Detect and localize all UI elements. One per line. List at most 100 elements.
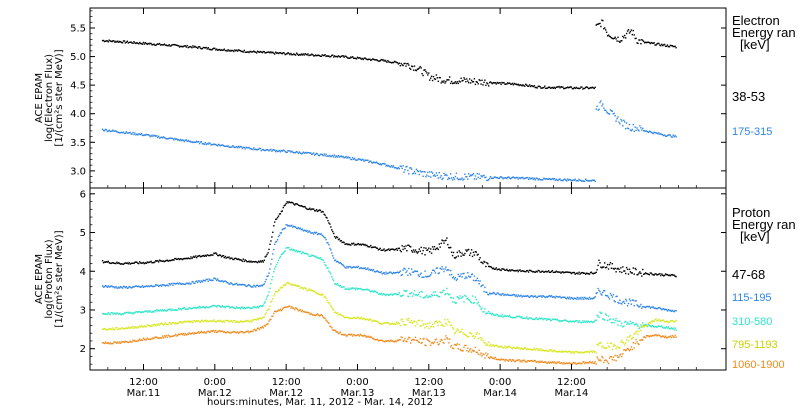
data-point (498, 293, 500, 296)
data-point (245, 319, 247, 322)
data-point (345, 316, 347, 318)
data-point (417, 68, 419, 70)
data-point (369, 58, 371, 60)
data-point (117, 40, 119, 42)
data-point (191, 307, 193, 310)
data-point (671, 45, 673, 47)
data-point (660, 274, 662, 277)
data-point (484, 357, 486, 359)
data-point (656, 326, 658, 328)
data-point (374, 59, 377, 61)
data-point (196, 332, 198, 334)
data-point (481, 355, 483, 357)
data-point (385, 60, 387, 62)
data-point (427, 275, 429, 278)
data-point (648, 42, 651, 44)
data-point (629, 320, 632, 322)
data-point (524, 317, 526, 319)
data-point (330, 156, 332, 158)
data-point (276, 310, 279, 312)
data-point (305, 207, 307, 209)
data-point (218, 48, 221, 51)
data-point (450, 346, 452, 348)
data-point (439, 321, 441, 323)
data-point (487, 353, 489, 355)
y-tick-label: 4.0 (70, 109, 86, 120)
data-point (185, 308, 187, 310)
data-point (388, 61, 390, 63)
data-point (272, 253, 274, 255)
data-point (622, 326, 624, 328)
data-point (451, 254, 454, 257)
data-point (347, 316, 349, 319)
data-point (308, 54, 310, 57)
data-point (123, 341, 126, 344)
data-point (374, 290, 377, 293)
data-point (159, 284, 162, 286)
data-point (198, 142, 201, 145)
data-point (115, 40, 117, 43)
data-point (275, 291, 277, 293)
data-point (502, 347, 504, 349)
data-point (187, 257, 189, 259)
data-point (146, 134, 148, 136)
data-point (580, 321, 582, 324)
data-point (494, 344, 497, 347)
data-point (374, 246, 377, 248)
data-point (220, 144, 223, 146)
data-point (106, 40, 108, 42)
data-point (602, 345, 604, 347)
data-point (307, 231, 309, 233)
data-point (322, 259, 324, 261)
data-point (317, 210, 320, 212)
data-point (203, 320, 205, 322)
data-point (558, 296, 560, 298)
data-point (326, 155, 328, 157)
data-point (161, 323, 164, 325)
data-point (413, 320, 416, 322)
data-point (195, 280, 197, 283)
series-38-53 (101, 19, 677, 90)
data-point (572, 88, 574, 90)
data-point (453, 278, 456, 280)
data-point (654, 307, 656, 309)
data-point (624, 34, 626, 37)
data-point (468, 82, 470, 84)
data-point (117, 287, 119, 289)
data-point (465, 295, 467, 298)
data-point (141, 326, 144, 328)
data-point (613, 300, 615, 302)
data-point (225, 145, 227, 147)
data-point (270, 301, 272, 303)
data-point (253, 284, 255, 287)
data-point (454, 332, 457, 334)
data-point (156, 309, 158, 311)
data-point (354, 335, 357, 337)
data-point (666, 327, 669, 329)
data-point (156, 135, 158, 137)
data-point (293, 152, 295, 154)
data-point (571, 320, 574, 322)
data-point (502, 293, 504, 295)
data-point (223, 145, 225, 147)
data-point (333, 309, 335, 311)
data-point (362, 317, 364, 320)
y-tick-label: 4.5 (70, 81, 86, 92)
data-point (184, 283, 186, 285)
data-point (611, 263, 613, 265)
data-point (229, 332, 231, 334)
data-point (386, 164, 388, 166)
data-point (171, 335, 173, 337)
data-point (275, 263, 278, 266)
data-point (538, 295, 540, 297)
data-point (386, 322, 388, 324)
data-point (489, 266, 492, 268)
data-point (457, 255, 459, 257)
data-point (187, 46, 189, 49)
data-point (536, 271, 538, 273)
data-point (617, 36, 619, 38)
legend-entry: 47-68 (732, 267, 766, 282)
data-point (358, 57, 361, 59)
data-point (402, 294, 404, 296)
data-point (542, 270, 544, 273)
